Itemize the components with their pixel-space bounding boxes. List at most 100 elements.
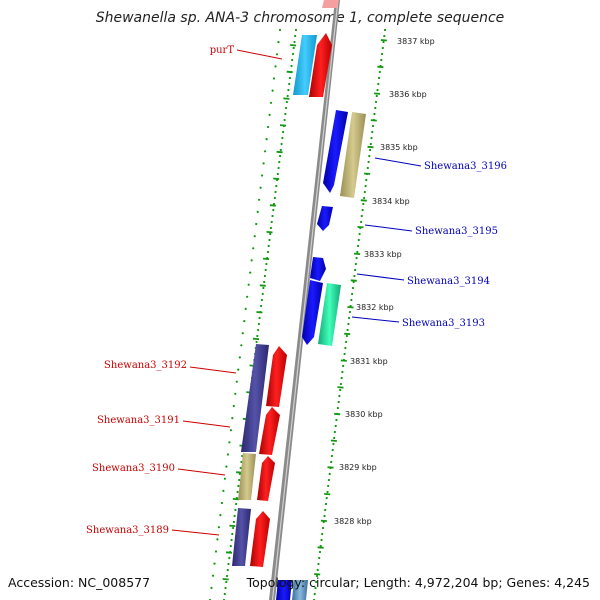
kbp-label-3832: 3832 kbp: [356, 303, 394, 312]
track-dot: [243, 320, 246, 323]
track-dot: [213, 562, 216, 565]
track-dot: [240, 344, 243, 347]
track-tick: [290, 44, 297, 47]
leader-3189: [171, 529, 220, 536]
track-dot: [284, 112, 287, 116]
track-dot: [324, 508, 327, 512]
track-dot: [257, 328, 260, 332]
track-dot: [238, 356, 241, 359]
track-dot: [268, 113, 271, 116]
gene-green-3193: [318, 283, 341, 346]
track-dot: [234, 508, 237, 512]
track-dot: [231, 417, 234, 420]
leader-3191: [182, 420, 231, 428]
track-dot: [240, 460, 243, 464]
kbp-label-3834: 3834 kbp: [372, 197, 410, 206]
gene-label-3189[interactable]: Shewana3_3189: [86, 525, 169, 536]
track-dot: [342, 364, 345, 368]
track-dot: [345, 334, 348, 338]
track-dot: [354, 268, 357, 272]
track-dot: [340, 376, 343, 380]
track-dot: [357, 244, 360, 248]
track-dot: [264, 150, 267, 153]
track-dot: [355, 256, 358, 260]
gene-cyan-purT-region: [293, 35, 317, 95]
gene-label-3195[interactable]: Shewana3_3195: [415, 226, 498, 237]
track-dot: [272, 208, 275, 212]
track-dot: [271, 214, 274, 218]
track-dot: [247, 283, 250, 286]
track-dot: [369, 148, 372, 152]
track-dot: [238, 478, 241, 482]
gene-label-3191[interactable]: Shewana3_3191: [97, 415, 180, 426]
leader-3192: [189, 366, 237, 374]
track-dot: [260, 304, 263, 308]
track-tick: [344, 332, 351, 336]
track-dot: [225, 574, 229, 578]
track-dot: [330, 454, 333, 458]
track-tick: [256, 311, 263, 314]
track-dot: [225, 465, 228, 468]
track-dot: [263, 274, 266, 278]
gene-label-3190[interactable]: Shewana3_3190: [92, 463, 175, 474]
kbp-label-3833: 3833 kbp: [364, 250, 402, 259]
track-dot: [356, 250, 359, 254]
leader-3196: [374, 157, 422, 167]
track-tick: [225, 551, 233, 554]
track-dot: [318, 556, 321, 560]
track-dot: [225, 580, 228, 584]
track-dot: [226, 453, 229, 456]
track-dot: [210, 586, 213, 590]
track-dot: [266, 250, 270, 254]
gene-blue-3196: [323, 110, 348, 193]
gene-label-3194[interactable]: Shewana3_3194: [407, 276, 490, 287]
gene-label-3196[interactable]: Shewana3_3196: [424, 161, 507, 172]
track-dot: [232, 404, 235, 408]
gene-label-3193[interactable]: Shewana3_3193: [402, 318, 485, 329]
track-dot: [333, 430, 336, 434]
gene-label-purT[interactable]: purT: [210, 45, 235, 56]
backbone: [269, 0, 340, 600]
gene-red-purT: [309, 33, 332, 97]
track-dot: [367, 160, 370, 164]
track-dot: [365, 178, 368, 182]
kbp-label-3828: 3828 kbp: [334, 517, 372, 526]
track-dot: [279, 148, 282, 152]
track-dot: [290, 64, 293, 68]
track-dot: [335, 418, 338, 422]
track-dot: [278, 28, 282, 32]
track-dot: [380, 58, 383, 62]
map-title: Shewanella sp. ANA-3 chromosome 1, compl…: [95, 10, 505, 26]
kbp-label-3835: 3835 kbp: [380, 143, 418, 152]
track-dot: [330, 460, 333, 464]
track-dot: [237, 368, 240, 371]
track-dot: [383, 28, 387, 32]
track-dot: [354, 262, 357, 266]
track-dot: [336, 406, 339, 410]
track-dot: [377, 76, 381, 80]
gene-label-3192[interactable]: Shewana3_3192: [104, 360, 187, 371]
track-dot: [250, 259, 253, 262]
track-dot: [315, 574, 319, 578]
track-dot: [285, 106, 288, 110]
track-dot: [286, 94, 289, 98]
gene-blue-3194: [310, 257, 326, 281]
kbp-scale: 3837 kbp 3836 kbp 3835 kbp 3834 kbp 3833…: [334, 37, 435, 526]
track-dot: [327, 478, 330, 482]
track-dot: [231, 532, 234, 536]
inner-dotted-track: [208, 28, 282, 600]
track-tick: [229, 524, 236, 527]
track-dot: [241, 332, 244, 335]
track-dot: [229, 429, 232, 432]
track-dot: [269, 226, 273, 230]
track-tick: [283, 97, 290, 100]
track-dot: [280, 142, 283, 146]
track-dot: [343, 352, 346, 356]
track-dot: [256, 334, 259, 338]
track-tick: [279, 124, 287, 127]
track-dot: [323, 514, 326, 518]
track-dot: [271, 89, 274, 92]
gene-top-pink: [322, 0, 339, 8]
track-dot: [360, 220, 363, 224]
